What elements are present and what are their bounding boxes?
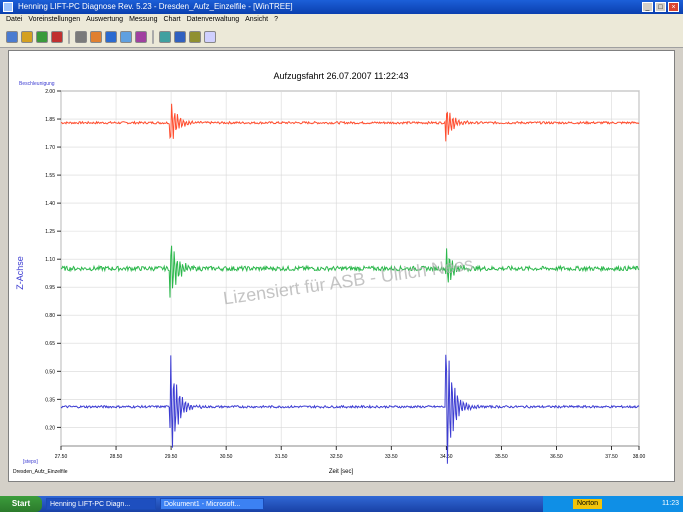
y-tick-label: 0.20 — [45, 425, 55, 431]
chart-title: Aufzugsfahrt 26.07.2007 11:22:43 — [274, 71, 409, 81]
y-tick-label: 0.80 — [45, 313, 55, 319]
x-tick-label: 33.50 — [385, 454, 398, 460]
menu-item-auswertung[interactable]: Auswertung — [86, 16, 124, 23]
menu-item-chart[interactable]: Chart — [163, 16, 181, 23]
y-tick-label: 1.85 — [45, 117, 55, 123]
x-tick-label: 27.50 — [55, 454, 68, 460]
x-tick-label: 34.50 — [440, 454, 453, 460]
menu-item-help[interactable]: ? — [274, 16, 279, 23]
taskbar-item-diagnose[interactable]: Henning LIFT-PC Diagn... — [46, 498, 156, 510]
y-tick-label: 0.65 — [45, 341, 55, 347]
window-titlebar: Henning LIFT-PC Diagnose Rev. 5.23 - Dre… — [0, 0, 683, 14]
x-tick-label: 32.50 — [330, 454, 343, 460]
paste-icon[interactable] — [90, 30, 102, 43]
watermark: Lizensiert für ASB - Ulrich Nees — [222, 254, 474, 309]
taskbar: Start Henning LIFT-PC Diagn... Dokument1… — [0, 496, 683, 512]
x-tick-label: 38.00 — [633, 454, 646, 460]
maximize-button[interactable]: □ — [655, 2, 666, 12]
y-tick-label: 0.50 — [45, 369, 55, 375]
filter-icon[interactable] — [159, 30, 171, 43]
start-button[interactable]: Start — [0, 496, 42, 512]
chart-panel: Aufzugsfahrt 26.07.2007 11:22:43 Beschle… — [8, 50, 675, 482]
app-icon — [3, 2, 13, 12]
zoom-out-icon[interactable] — [120, 30, 132, 43]
close-button[interactable]: × — [668, 2, 679, 12]
toolbar-separator — [152, 29, 154, 44]
system-tray: Norton 11:23 — [543, 496, 683, 512]
new-icon[interactable] — [6, 30, 18, 43]
y-tick-label: 0.35 — [45, 397, 55, 403]
print-icon[interactable] — [51, 30, 63, 43]
y-unit-label: Beschleunigung — [19, 81, 55, 87]
save-icon[interactable] — [36, 30, 48, 43]
footer-text: Dresden_Aufz_Einzelfile — [13, 469, 68, 475]
table-icon[interactable] — [189, 30, 201, 43]
taskbar-item-word[interactable]: Dokument1 - Microsoft... — [160, 498, 264, 510]
y-tick-label: 1.25 — [45, 229, 55, 235]
toolbar-separator — [68, 29, 70, 44]
y-tick-label: 1.10 — [45, 257, 55, 263]
copy-icon[interactable] — [75, 30, 87, 43]
x-unit-label: [steps] — [23, 459, 38, 465]
menu-item-ansicht[interactable]: Ansicht — [245, 16, 269, 23]
series-line-2 — [60, 245, 640, 298]
chart-icon[interactable] — [174, 30, 186, 43]
series-group — [60, 103, 640, 464]
y-tick-label: 1.55 — [45, 173, 55, 179]
measure-icon[interactable] — [135, 30, 147, 43]
tray-norton[interactable]: Norton — [573, 499, 603, 509]
help-icon[interactable] — [204, 30, 216, 43]
x-tick-label: 37.50 — [605, 454, 618, 460]
y-tick-label: 1.40 — [45, 201, 55, 207]
y-ticks: 2.00 1.85 1.70 1.55 1.40 1.25 1.10 0.95 0.80 0.65… — [45, 89, 61, 431]
x-tick-label: 30.50 — [220, 454, 233, 460]
series-line-1 — [60, 103, 640, 142]
menu-item-datenverwaltung[interactable]: Datenverwaltung — [186, 16, 240, 23]
chart-svg: Aufzugsfahrt 26.07.2007 11:22:43 Beschle… — [13, 71, 646, 475]
minimize-button[interactable]: _ — [642, 2, 653, 12]
series-line-3 — [60, 354, 640, 464]
y-tick-label: 2.00 — [45, 89, 55, 95]
x-tick-label: 31.50 — [275, 454, 288, 460]
window-controls: _ □ × — [642, 2, 679, 12]
window-title: Henning LIFT-PC Diagnose Rev. 5.23 - Dre… — [18, 2, 293, 11]
x-tick-label: 29.50 — [165, 454, 178, 460]
x-tick-label: 28.50 — [110, 454, 123, 460]
x-tick-label: 35.50 — [495, 454, 508, 460]
menu-bar: Datei Voreinstellungen Auswertung Messung Ch… — [0, 14, 683, 26]
y-axis-label: Z-Achse — [15, 256, 25, 290]
zoom-in-icon[interactable] — [105, 30, 117, 43]
menu-item-datei[interactable]: Datei — [6, 16, 23, 23]
x-tick-label: 36.50 — [550, 454, 563, 460]
x-axis-label: Zeit [sec] — [329, 469, 354, 475]
y-tick-label: 0.95 — [45, 285, 55, 291]
x-ticks: 27.50 28.50 29.50 30.50 31.50 32.50 33.50 34.50… — [55, 446, 646, 460]
tray-clock: 11:23 — [662, 500, 679, 507]
menu-item-voreinstellungen[interactable]: Voreinstellungen — [28, 16, 81, 23]
y-tick-label: 1.70 — [45, 145, 55, 151]
open-icon[interactable] — [21, 30, 33, 43]
toolbar — [0, 26, 683, 48]
menu-item-messung[interactable]: Messung — [129, 16, 158, 23]
